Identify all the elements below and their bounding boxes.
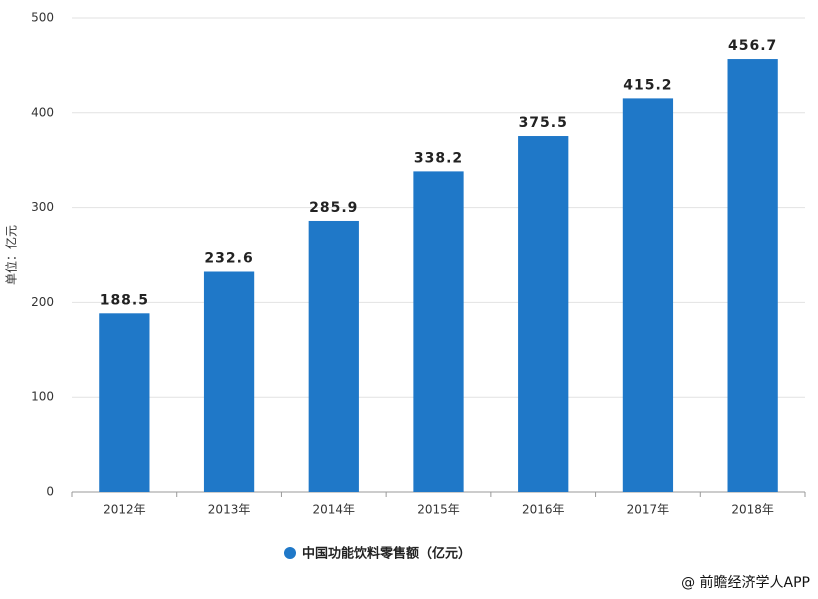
legend-marker (284, 547, 296, 559)
y-tick-label: 300 (31, 200, 54, 214)
bar (727, 59, 778, 492)
legend-label: 中国功能饮料零售额（亿元） (302, 546, 471, 562)
x-tick-label: 2018年 (731, 503, 774, 517)
data-label: 375.5 (519, 115, 568, 131)
y-tick-label: 100 (31, 390, 54, 404)
x-tick-label: 2015年 (417, 503, 460, 517)
bar (203, 271, 255, 492)
source: @ 前瞻经济学人APP (681, 574, 810, 591)
data-label: 338.2 (414, 150, 463, 166)
x-tick-label: 2017年 (627, 503, 670, 517)
bar (622, 98, 674, 492)
y-tick-label: 500 (31, 11, 54, 25)
data-label: 415.2 (623, 77, 672, 93)
y-tick-label: 0 (46, 485, 54, 499)
data-label: 232.6 (204, 250, 253, 266)
y-tick-label: 200 (31, 295, 54, 309)
y-tick-label: 400 (31, 105, 54, 119)
x-tick-label: 2014年 (313, 503, 356, 517)
bar (308, 220, 359, 492)
data-label: 188.5 (100, 292, 149, 308)
x-tick-label: 2012年 (103, 503, 146, 517)
x-tick-label: 2016年 (522, 503, 565, 517)
bar (518, 136, 569, 492)
bar (99, 313, 150, 492)
data-label: 285.9 (309, 200, 358, 216)
y-axis-label: 单位：亿元 (4, 225, 19, 285)
bar (413, 171, 464, 492)
data-label: 456.7 (728, 38, 777, 54)
x-tick-label: 2013年 (208, 503, 251, 517)
